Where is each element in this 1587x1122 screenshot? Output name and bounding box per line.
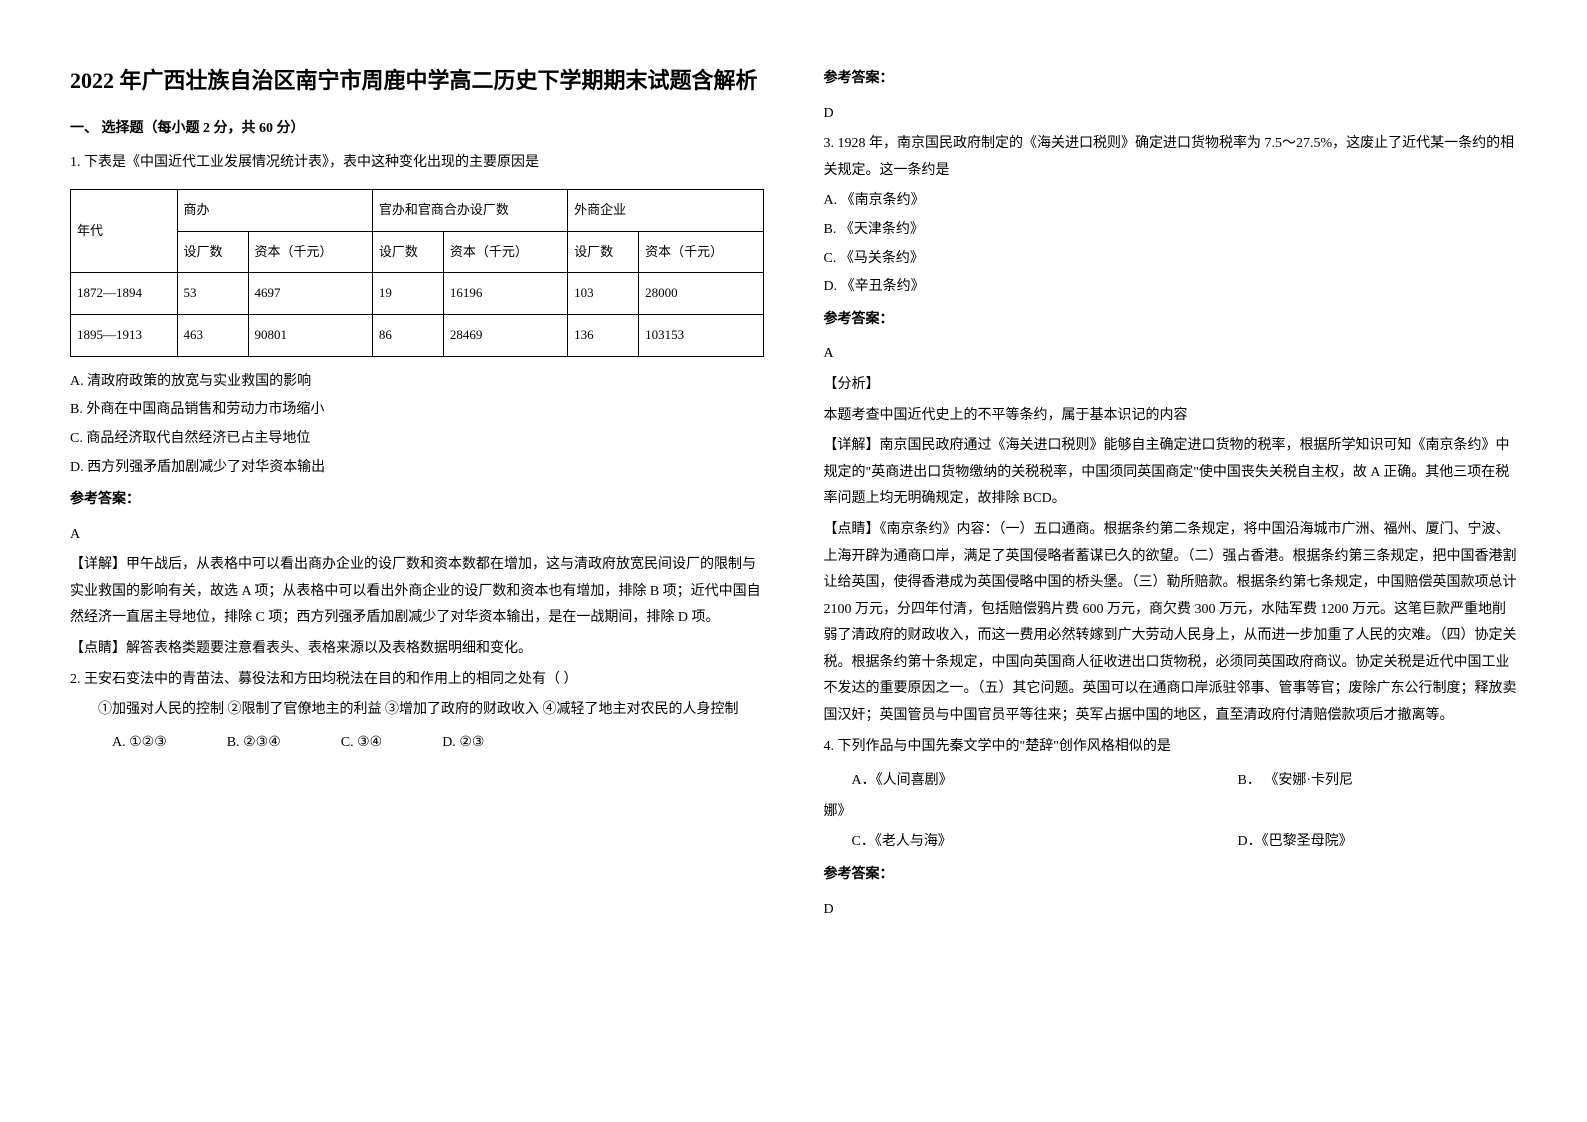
table-header-row: 年代 商办 官办和官商合办设厂数 外商企业 — [71, 189, 764, 231]
q3-option-d: D. 《辛丑条约》 — [824, 274, 1518, 301]
q1-option-a: A. 清政府政策的放宽与实业救国的影响 — [70, 369, 764, 396]
table-cell: 28000 — [639, 273, 763, 315]
q4-answer-label: 参考答案： — [824, 862, 1518, 889]
q1-answer: A — [70, 522, 764, 549]
q3-detail: 【详解】南京国民政府通过《海关进口税则》能够自主确定进口货物的税率，根据所学知识… — [824, 433, 1518, 513]
table-cell: 16196 — [443, 273, 567, 315]
right-column: 参考答案： D 3. 1928 年，南京国民政府制定的《海关进口税则》确定进口货… — [794, 60, 1548, 1062]
q3-option-a: A. 《南京条约》 — [824, 188, 1518, 215]
table-header-cell: 官办和官商合办设厂数 — [372, 189, 567, 231]
q4-option-b-continuation: 娜》 — [824, 799, 1518, 826]
q3-option-b: B. 《天津条约》 — [824, 217, 1518, 244]
q3-stem: 3. 1928 年，南京国民政府制定的《海关进口税则》确定进口货物税率为 7.5… — [824, 131, 1518, 184]
q3-analysis: 本题考查中国近代史上的不平等条约，属于基本识记的内容 — [824, 403, 1518, 430]
table-cell: 90801 — [248, 315, 372, 357]
section-header: 一、 选择题（每小题 2 分，共 60 分） — [70, 116, 764, 143]
table-cell: 103 — [568, 273, 639, 315]
q1-tip: 【点睛】解答表格类题要注意看表头、表格来源以及表格数据明细和变化。 — [70, 636, 764, 663]
q2-answer-label: 参考答案： — [824, 66, 1518, 93]
table-cell: 1895—1913 — [71, 315, 178, 357]
q4-option-b: B． 《安娜·卡列尼 — [1237, 768, 1517, 795]
table-cell: 4697 — [248, 273, 372, 315]
table-header-cell: 资本（千元） — [639, 231, 763, 273]
q2-option-c: C. ③④ — [341, 730, 382, 757]
table-header-cell: 设厂数 — [372, 231, 443, 273]
table-cell: 86 — [372, 315, 443, 357]
table-cell: 28469 — [443, 315, 567, 357]
q1-answer-label: 参考答案： — [70, 487, 764, 514]
q4-option-d: D．《巴黎圣母院》 — [1237, 829, 1517, 856]
table-header-cell: 资本（千元） — [443, 231, 567, 273]
q1-option-d: D. 西方列强矛盾加剧减少了对华资本输出 — [70, 455, 764, 482]
table-header-cell: 设厂数 — [177, 231, 248, 273]
q1-option-c: C. 商品经济取代自然经济已占主导地位 — [70, 426, 764, 453]
table-header-cell: 年代 — [71, 189, 178, 272]
q4-row-2: C．《老人与海》 D．《巴黎圣母院》 — [824, 829, 1518, 856]
q4-option-c: C．《老人与海》 — [852, 829, 1238, 856]
document-title: 2022 年广西壮族自治区南宁市周鹿中学高二历史下学期期末试题含解析 — [70, 60, 764, 102]
q4-answer: D — [824, 897, 1518, 924]
table-header-cell: 设厂数 — [568, 231, 639, 273]
table-cell: 463 — [177, 315, 248, 357]
q1-stem: 1. 下表是《中国近代工业发展情况统计表》，表中这种变化出现的主要原因是 — [70, 150, 764, 177]
q4-stem: 4. 下列作品与中国先秦文学中的"楚辞"创作风格相似的是 — [824, 734, 1518, 761]
q2-choices: ①加强对人民的控制 ②限制了官僚地主的利益 ③增加了政府的财政收入 ④减轻了地主… — [70, 697, 764, 724]
q4-row-1: A．《人间喜剧》 B． 《安娜·卡列尼 — [824, 768, 1518, 795]
q1-detail: 【详解】甲午战后，从表格中可以看出商办企业的设厂数和资本数都在增加，这与清政府放… — [70, 552, 764, 632]
table-cell: 103153 — [639, 315, 763, 357]
q2-answer: D — [824, 101, 1518, 128]
table-header-cell: 商办 — [177, 189, 372, 231]
table-cell: 53 — [177, 273, 248, 315]
q3-answer-label: 参考答案： — [824, 307, 1518, 334]
q1-table: 年代 商办 官办和官商合办设厂数 外商企业 设厂数 资本（千元） 设厂数 资本（… — [70, 189, 764, 357]
q2-option-a: A. ①②③ — [112, 730, 167, 757]
q2-option-d: D. ②③ — [442, 730, 484, 757]
q2-options-row: A. ①②③ B. ②③④ C. ③④ D. ②③ — [112, 730, 764, 757]
table-cell: 1872—1894 — [71, 273, 178, 315]
table-cell: 19 — [372, 273, 443, 315]
table-header-cell: 外商企业 — [568, 189, 763, 231]
q4-option-a: A．《人间喜剧》 — [852, 768, 1238, 795]
table-row: 1872—1894 53 4697 19 16196 103 28000 — [71, 273, 764, 315]
q3-analysis-label: 【分析】 — [824, 372, 1518, 399]
q3-option-c: C. 《马关条约》 — [824, 246, 1518, 273]
table-row: 1895—1913 463 90801 86 28469 136 103153 — [71, 315, 764, 357]
left-column: 2022 年广西壮族自治区南宁市周鹿中学高二历史下学期期末试题含解析 一、 选择… — [40, 60, 794, 1062]
q2-option-b: B. ②③④ — [227, 730, 281, 757]
q3-answer: A — [824, 341, 1518, 368]
table-cell: 136 — [568, 315, 639, 357]
q3-tip: 【点睛】《南京条约》内容：（一）五口通商。根据条约第二条规定，将中国沿海城市广洲… — [824, 517, 1518, 730]
q2-stem: 2. 王安石变法中的青苗法、募役法和方田均税法在目的和作用上的相同之处有（ ） — [70, 667, 764, 694]
q1-option-b: B. 外商在中国商品销售和劳动力市场缩小 — [70, 397, 764, 424]
table-header-cell: 资本（千元） — [248, 231, 372, 273]
